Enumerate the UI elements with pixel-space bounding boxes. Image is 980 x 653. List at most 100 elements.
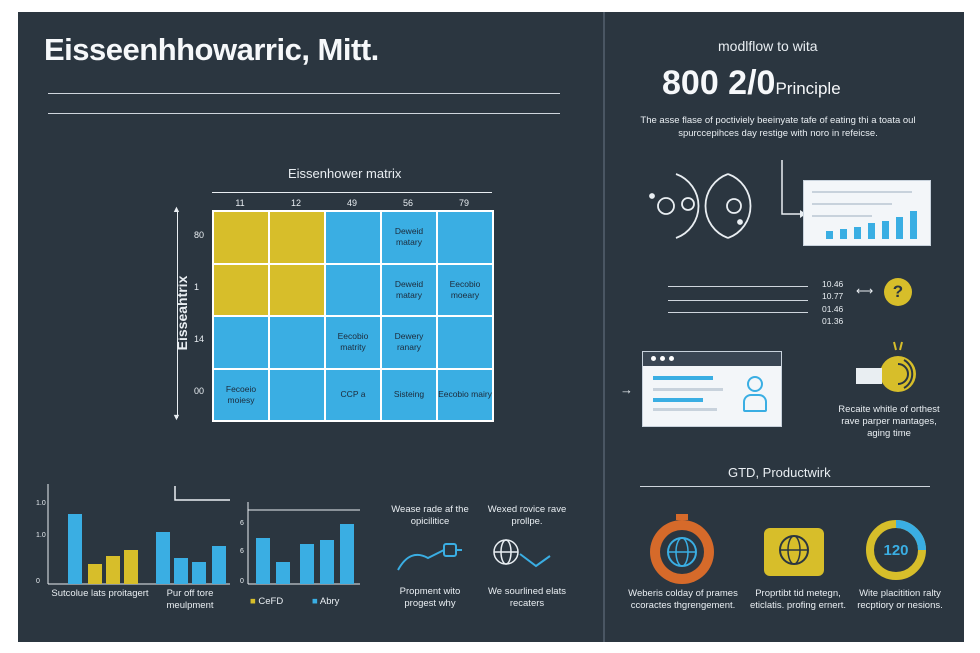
chart3-y-tick: 6 — [240, 548, 244, 555]
matrix-cell — [269, 316, 325, 369]
matrix-cell: Eecobio matrity — [325, 316, 381, 369]
matrix-cell — [269, 368, 325, 421]
gtd-caption-2: Proprtibt tid metegn, eticlatis. profing… — [749, 588, 847, 611]
gtd-title: GTD, Productwirk — [728, 465, 831, 480]
matrix-cell: Eecobio moeary — [437, 263, 493, 316]
time-value: 10.77 — [822, 291, 844, 301]
chart3-bar — [256, 538, 270, 584]
mini-bar — [882, 221, 889, 239]
chart1-y-tick: 0 — [36, 578, 40, 585]
matrix-row-header: 80 — [194, 230, 205, 240]
bar-chart-panel — [803, 180, 931, 246]
chart3-bar — [320, 540, 334, 584]
item1-top-text: Wease rade af the opicilitice — [391, 504, 469, 527]
mini-bar — [854, 227, 861, 239]
mini-bar — [840, 229, 847, 239]
matrix-cell: Dewery ranary — [381, 316, 437, 369]
matrix-y-label: Eisseahtrix — [174, 275, 190, 351]
chart1-bar — [88, 564, 102, 584]
time-rule — [668, 312, 808, 313]
right-heading: modlflow to wita — [718, 38, 818, 54]
matrix-cell — [437, 316, 493, 369]
matrix-column-header: 49 — [346, 198, 357, 208]
browser-window-panel — [642, 351, 782, 427]
legend-swatch-blue: ■ — [312, 596, 320, 607]
matrix-row-header: 00 — [194, 386, 205, 396]
matrix-cell — [213, 263, 269, 316]
time-value: 10.46 — [822, 279, 844, 289]
mini-bar — [896, 217, 903, 239]
matrix-row-header: 14 — [194, 334, 205, 344]
chart1-caption: Sutcolue lats proitagert — [51, 588, 149, 599]
time-value: 01.36 — [822, 316, 844, 326]
matrix-column-header: 79 — [458, 198, 469, 208]
megaphone-icon — [856, 341, 916, 392]
chart1-bar — [156, 532, 170, 584]
stopwatch-globe-icon — [650, 514, 714, 584]
page-title: Eisseenhhowarric, Mitt. — [44, 32, 379, 67]
legend-item-2: ■ Abry — [312, 596, 340, 607]
matrix-cell: CCP a — [325, 368, 381, 421]
chart1-bar — [212, 546, 226, 584]
chart3-y-tick: 0 — [240, 578, 244, 585]
gtd-rule — [640, 486, 930, 487]
chart2-caption: Pur off tore meulpment — [166, 588, 214, 611]
matrix-cell: Deweid matary — [381, 263, 437, 316]
matrix-cell: Fecoeio moiesy — [213, 368, 269, 421]
chart3-bar — [340, 524, 354, 584]
chart1-bar — [124, 550, 138, 584]
chart1-y-tick: 1.0 — [36, 500, 46, 507]
browser-titlebar — [643, 352, 781, 366]
matrix-cell — [269, 263, 325, 316]
matrix-y-axis-line — [177, 212, 178, 418]
legend-swatch-yellow: ■ — [250, 596, 259, 607]
gtd-icons-svg — [650, 514, 926, 584]
matrix-row-header: 1 — [194, 282, 200, 292]
question-icon: ? — [884, 278, 912, 306]
matrix-column-header: 11 — [235, 198, 245, 208]
chart1-bar — [174, 558, 188, 584]
legend-item-1: ■ CeFD — [250, 596, 284, 607]
matrix-cell — [325, 211, 381, 264]
title-rule-2 — [48, 113, 560, 114]
matrix-cell — [269, 211, 325, 264]
matrix-cell: Sisteing — [381, 368, 437, 421]
matrix-cell — [437, 211, 493, 264]
arrow-down-icon: ▼ — [172, 412, 181, 422]
matrix-title: Eissenhower matrix — [288, 166, 402, 181]
gtd-caption-1: Weberis colday of prames ccoractes thgre… — [628, 588, 738, 611]
link-icon — [397, 543, 462, 571]
chart3-y-tick: 6 — [240, 520, 244, 527]
big-number: 800 2/0Principle — [662, 64, 841, 102]
matrix-cell — [325, 263, 381, 316]
item1-bottom-text: Propment wito progest why — [399, 586, 461, 609]
chart1-bar — [68, 514, 82, 584]
mini-bar — [910, 211, 917, 239]
time-value: 01.46 — [822, 304, 844, 314]
matrix-cell — [213, 211, 269, 264]
globe-arrow-icon — [493, 539, 551, 568]
title-rule-1 — [48, 93, 560, 94]
chart-bracket — [174, 486, 230, 501]
chart1-bar — [106, 556, 120, 584]
chart1-bar — [192, 562, 206, 584]
matrix-cell: Deweid matary — [381, 211, 437, 264]
time-rule — [668, 286, 808, 287]
double-arrow-icon: ⟷ — [856, 284, 874, 298]
globe-hands-icon — [764, 528, 824, 576]
chart1-y-tick: 1.0 — [36, 532, 46, 539]
timer-ring-icon — [866, 520, 926, 580]
person-icon — [743, 376, 767, 412]
item2-bottom-text: We sourlined elats recaters — [488, 586, 566, 609]
eisenhower-matrix: Deweid matary Deweid matary Eecobio moeary… — [212, 210, 494, 422]
matrix-cell — [213, 316, 269, 369]
matrix-column-header: 12 — [290, 198, 301, 208]
right-side-text: Recaite whitle of orthest rave parper ma… — [838, 404, 940, 439]
item2-top-text: Wexed rovice rave prollpe. — [487, 504, 567, 527]
matrix-cell: Eecobio mairy — [437, 368, 493, 421]
chart3-bar — [276, 562, 290, 584]
matrix-top-rule — [212, 192, 492, 193]
brain-gears-icon — [649, 173, 752, 239]
right-description: The asse flase of poctiviely beeinyate t… — [640, 115, 916, 139]
chart3-bar — [300, 544, 314, 584]
